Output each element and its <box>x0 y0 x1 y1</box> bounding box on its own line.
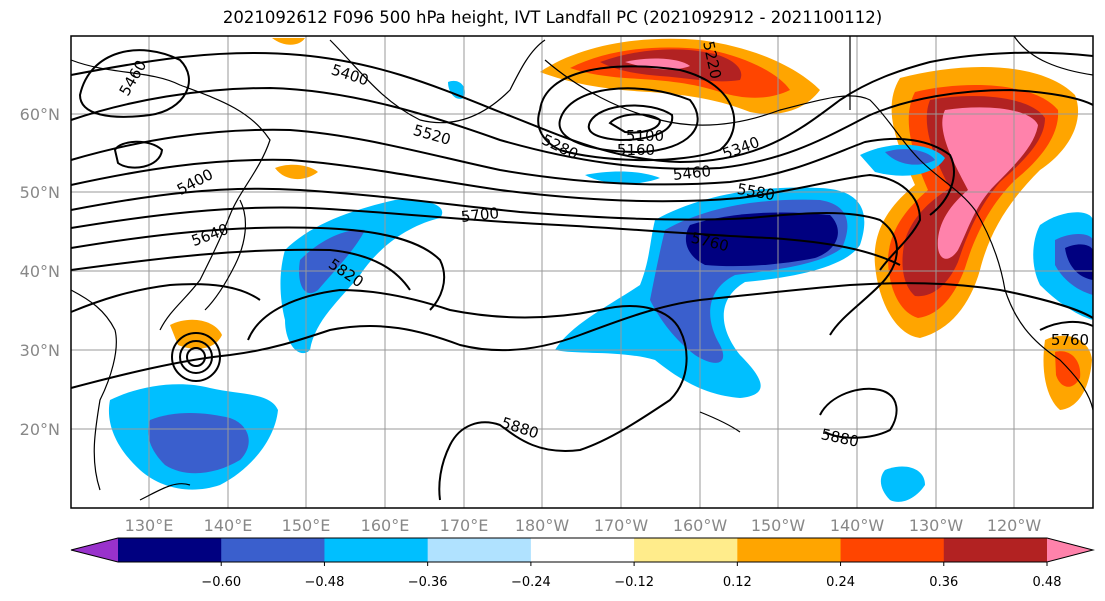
colorbar-segment <box>943 538 1048 562</box>
colorbar-segment <box>118 538 222 562</box>
contour-label: 5160 <box>617 141 655 159</box>
height-contours <box>70 49 1094 501</box>
colorbar-tick-label: −0.12 <box>614 575 654 590</box>
lat-label: 20°N <box>20 420 60 439</box>
lon-label: 140°E <box>204 516 253 535</box>
longitude-labels: 130°E 140°E 150°E 160°E 170°E 180°W 170°… <box>125 516 1042 535</box>
negative-anomaly-nwpac-core <box>299 229 365 294</box>
negative-anomaly-siberia <box>448 80 465 99</box>
colorbar-segment <box>530 538 635 562</box>
lon-label: 150°E <box>282 516 331 535</box>
contour-label: 5760 <box>1051 331 1089 349</box>
contour-label: 5520 <box>411 121 453 149</box>
lon-label: 130°E <box>125 516 174 535</box>
colorbar-segment <box>221 538 325 562</box>
positive-anomaly-alaska-max <box>625 58 690 70</box>
lon-label: 120°W <box>987 516 1042 535</box>
colorbar-extend-high <box>1047 538 1093 562</box>
contour-label: 5460 <box>672 162 712 184</box>
lon-label: 180°W <box>515 516 570 535</box>
colorbar-tick-label: −0.36 <box>408 575 448 590</box>
ivt-shading <box>108 38 1093 502</box>
map-frame <box>70 35 1094 509</box>
colorbar-tick-label: −0.24 <box>511 575 551 590</box>
negative-anomaly-goa-core <box>885 149 935 165</box>
colorbar-segment <box>324 538 429 562</box>
contour-label: 5100 <box>626 127 664 145</box>
lon-label: 160°W <box>673 516 728 535</box>
colorbar-segment <box>737 538 842 562</box>
lat-label: 60°N <box>20 105 60 124</box>
colorbar-segment <box>427 538 532 562</box>
negative-anomaly-sw-core <box>148 413 249 474</box>
negative-anomaly-nwpac <box>280 199 443 354</box>
map-title: 2021092612 F096 500 hPa height, IVT Land… <box>222 8 883 27</box>
lat-label: 50°N <box>20 183 60 202</box>
positive-anomaly-japan <box>170 319 222 349</box>
lon-label: 150°W <box>751 516 806 535</box>
contour-label: 5340 <box>720 133 762 163</box>
positive-anomaly-westcoast-max <box>937 107 1038 259</box>
coastlines <box>70 35 1094 501</box>
positive-anomaly-mexico-core <box>1055 351 1081 387</box>
colorbar-tick-label: 0.48 <box>1033 575 1062 590</box>
lon-label: 160°E <box>361 516 410 535</box>
colorbar-extend-low <box>71 538 118 562</box>
lat-label: 40°N <box>20 262 60 281</box>
colorbar-segment <box>840 538 945 562</box>
colorbar-segment <box>634 538 738 562</box>
colorbar-tick-label: 0.36 <box>929 575 958 590</box>
contour-label: 5700 <box>460 204 500 226</box>
positive-anomaly-small-1 <box>275 164 318 180</box>
negative-anomaly-central-strong <box>685 212 838 267</box>
contour-label: 5640 <box>189 220 231 250</box>
lon-label: 170°E <box>440 516 489 535</box>
contour-label: 5460 <box>116 57 151 99</box>
colorbar-tick-label: 0.12 <box>723 575 752 590</box>
colorbar-tick-label: −0.48 <box>305 575 345 590</box>
colorbar-outline <box>70 537 1095 563</box>
colorbar-tick-label: 0.24 <box>826 575 855 590</box>
colorbar-labels: −0.60 −0.48 −0.36 −0.24 −0.12 0.12 0.24 0.36 0.4… <box>201 562 1062 590</box>
negative-anomaly-bering <box>585 171 660 184</box>
colorbar-tick-label: −0.60 <box>201 575 241 590</box>
positive-anomaly-small-2 <box>272 38 305 45</box>
colorbar <box>70 537 1095 563</box>
latitude-labels: 60°N 50°N 40°N 30°N 20°N <box>20 105 60 439</box>
contour-label: 5400 <box>174 165 216 199</box>
lon-label: 170°W <box>594 516 649 535</box>
lat-label: 30°N <box>20 341 60 360</box>
lon-label: 130°W <box>909 516 964 535</box>
lon-label: 140°W <box>830 516 885 535</box>
negative-anomaly-south <box>880 466 925 502</box>
